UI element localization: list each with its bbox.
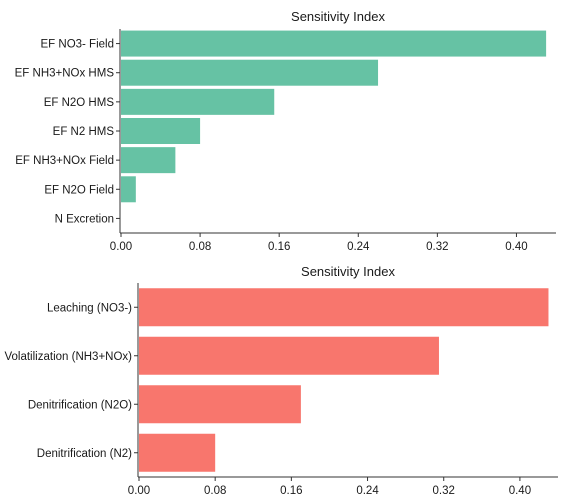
chart-panel-top: Sensitivity Index EF NO3- Field EF NH3+NOx… [15, 9, 556, 253]
y-tick-label: N Excretion [55, 213, 114, 225]
x-tick-label: 0.16 [280, 485, 302, 497]
bar-2 [139, 385, 301, 424]
y-tick-label: EF NH3+NOx HMS [15, 68, 115, 80]
x-tick-label: 0.32 [426, 241, 448, 253]
y-tick-label: Denitrification (N2O) [28, 399, 132, 411]
y-tick-label: EF N2 HMS [53, 126, 115, 138]
chart-title: Sensitivity Index [291, 9, 385, 24]
x-tick-label: 0.00 [128, 485, 150, 497]
bar-0 [139, 288, 549, 327]
bar-0 [121, 30, 547, 57]
bar-4 [121, 147, 176, 174]
bar-3 [139, 433, 216, 472]
x-tick-label: 0.40 [505, 241, 527, 253]
y-tick-label: EF N2O HMS [44, 97, 115, 109]
bar-1 [121, 59, 379, 86]
bar-3 [121, 118, 201, 144]
x-tick-label: 0.08 [204, 485, 226, 497]
x-tick-label: 0.24 [347, 241, 370, 253]
chart-title: Sensitivity Index [301, 264, 395, 279]
x-tick-label: 0.32 [433, 485, 455, 497]
y-tick-label: Volatilization (NH3+NOx) [4, 351, 132, 363]
x-tick-label: 0.08 [189, 241, 211, 253]
x-tick-label: 0.00 [110, 241, 132, 253]
y-tick-label: Denitrification (N2) [37, 448, 132, 460]
bar-2 [121, 88, 275, 115]
chart-panel-bottom: Sensitivity Index Leaching (NO3-) Volatili… [4, 264, 558, 497]
x-tick-label: 0.40 [509, 485, 531, 497]
y-tick-label: EF NO3- Field [41, 39, 115, 51]
y-tick-label: EF N2O Field [44, 184, 114, 196]
y-tick-label: EF NH3+NOx Field [15, 155, 114, 167]
x-tick-label: 0.16 [268, 241, 290, 253]
bar-5 [121, 176, 136, 203]
bar-1 [139, 336, 439, 375]
y-tick-label: Leaching (NO3-) [47, 302, 132, 314]
x-tick-label: 0.24 [356, 485, 379, 497]
